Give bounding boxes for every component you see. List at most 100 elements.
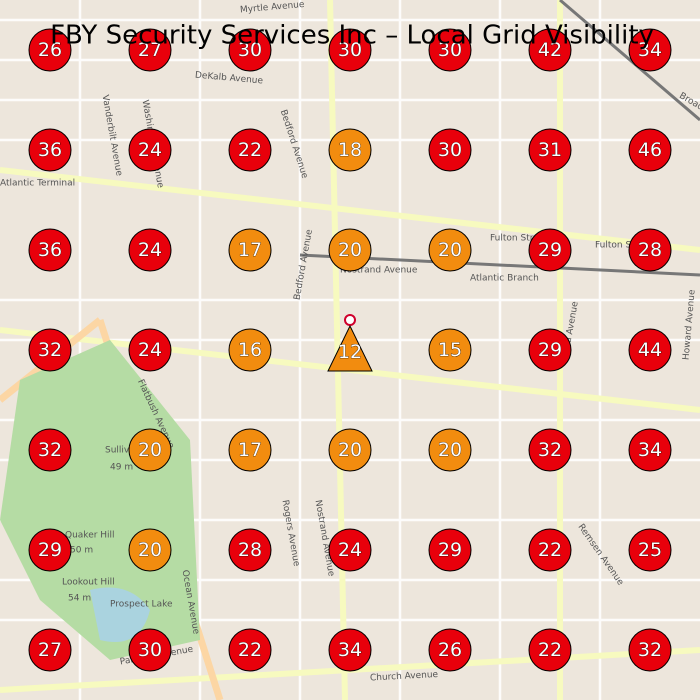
rank-label: 26 — [38, 39, 62, 61]
rank-marker — [228, 428, 272, 472]
rank-label: 28 — [238, 539, 262, 561]
rank-label: 15 — [438, 339, 462, 361]
rank-label: 20 — [438, 439, 462, 461]
map-label: Lookout Hill — [62, 578, 115, 588]
rank-label: 20 — [138, 439, 162, 461]
rank-label: 20 — [338, 439, 362, 461]
rank-marker — [328, 128, 372, 172]
rank-marker — [28, 28, 72, 72]
rank-label: 29 — [38, 539, 62, 561]
rank-label: 22 — [538, 639, 562, 661]
rank-marker — [228, 28, 272, 72]
rank-label: 30 — [138, 639, 162, 661]
rank-label: 32 — [538, 439, 562, 461]
map-label: Atlantic Terminal — [0, 179, 75, 189]
rank-marker — [628, 428, 672, 472]
rank-label: 44 — [638, 339, 662, 361]
rank-marker — [128, 328, 172, 372]
rank-marker — [428, 528, 472, 572]
rank-marker — [628, 28, 672, 72]
map-label: Church Avenue — [370, 670, 439, 684]
rank-marker — [228, 228, 272, 272]
map-label: Fulton Street — [595, 241, 653, 251]
rank-marker — [228, 528, 272, 572]
rank-marker — [328, 28, 372, 72]
rank-label: 24 — [138, 139, 162, 161]
rank-label: 34 — [638, 439, 662, 461]
rank-label: 27 — [38, 639, 62, 661]
rank-marker — [28, 128, 72, 172]
rank-marker — [628, 328, 672, 372]
rank-label: 20 — [438, 239, 462, 261]
rank-marker — [428, 428, 472, 472]
rank-marker — [28, 328, 72, 372]
rank-label: 34 — [338, 639, 362, 661]
rank-marker — [128, 128, 172, 172]
rank-marker — [428, 228, 472, 272]
rank-marker — [128, 428, 172, 472]
map-label: Nostrand Avenue — [340, 266, 418, 276]
rank-marker — [128, 528, 172, 572]
rank-marker — [128, 628, 172, 672]
rank-label: 20 — [138, 539, 162, 561]
rank-label: 18 — [338, 139, 362, 161]
rank-label: 24 — [138, 339, 162, 361]
map-label: 54 m — [68, 594, 91, 604]
rank-marker — [28, 228, 72, 272]
rank-label: 36 — [38, 139, 62, 161]
rank-label: 29 — [538, 239, 562, 261]
rank-marker — [28, 528, 72, 572]
rank-label: 30 — [438, 139, 462, 161]
rank-label: 42 — [538, 39, 562, 61]
rank-marker — [628, 128, 672, 172]
rank-label: 22 — [538, 539, 562, 561]
rank-marker — [228, 328, 272, 372]
map-label: Atlantic Branch — [470, 274, 539, 284]
rank-marker — [228, 628, 272, 672]
rank-label: 36 — [38, 239, 62, 261]
rank-label: 27 — [138, 39, 162, 61]
rank-label: 29 — [438, 539, 462, 561]
rank-marker — [228, 128, 272, 172]
rank-label: 20 — [338, 239, 362, 261]
rank-label: 46 — [638, 139, 662, 161]
rank-marker — [528, 28, 572, 72]
rank-marker — [628, 628, 672, 672]
rank-marker — [428, 628, 472, 672]
rank-label: 28 — [638, 239, 662, 261]
rank-label: 24 — [338, 539, 362, 561]
rank-marker — [328, 628, 372, 672]
map-label: Prospect Lake — [110, 600, 173, 610]
rank-marker — [628, 528, 672, 572]
rank-label: 30 — [238, 39, 262, 61]
map-label: 50 m — [70, 546, 93, 556]
rank-marker — [528, 528, 572, 572]
rank-label: 22 — [238, 639, 262, 661]
map-label: Quaker Hill — [65, 531, 115, 541]
rank-label: 31 — [538, 139, 562, 161]
map-title: FBY Security Services Inc – Local Grid V… — [50, 21, 654, 51]
rank-marker — [28, 628, 72, 672]
rank-label: 16 — [238, 339, 262, 361]
map-label: 49 m — [110, 463, 133, 473]
rank-marker — [428, 28, 472, 72]
rank-marker — [128, 228, 172, 272]
rank-label: 12 — [338, 341, 362, 363]
map-label: Fulton Street — [490, 234, 548, 244]
rank-marker — [628, 228, 672, 272]
rank-label: 32 — [38, 339, 62, 361]
rank-marker — [328, 428, 372, 472]
rank-label: 17 — [238, 439, 262, 461]
rank-marker — [328, 228, 372, 272]
rank-marker — [428, 128, 472, 172]
rank-marker — [528, 628, 572, 672]
rank-label: 30 — [438, 39, 462, 61]
location-pin — [344, 314, 356, 326]
rank-marker — [28, 428, 72, 472]
rank-label: 25 — [638, 539, 662, 561]
rank-marker — [128, 28, 172, 72]
rank-label: 26 — [438, 639, 462, 661]
rank-marker — [528, 428, 572, 472]
